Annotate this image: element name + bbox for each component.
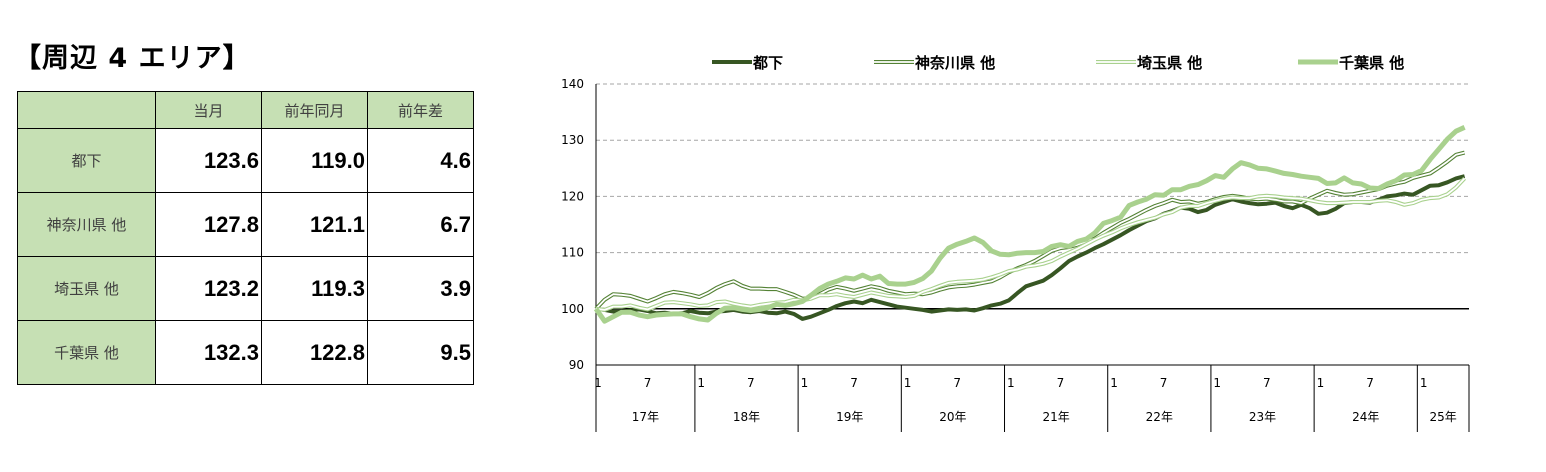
row-label: 都下: [18, 129, 156, 193]
y-tick-label: 100: [561, 302, 584, 316]
x-month-label: 7: [1057, 376, 1065, 390]
y-tick-label: 90: [569, 358, 584, 372]
table-header-row: 当月 前年同月 前年差: [18, 92, 474, 129]
header-blank: [18, 92, 156, 129]
table-row: 神奈川県 他 127.8 121.1 6.7: [18, 193, 474, 257]
x-month-label: 1: [801, 376, 809, 390]
series-line: [596, 176, 1465, 319]
cell-prev-year: 122.8: [262, 321, 368, 385]
x-month-label: 1: [1007, 376, 1015, 390]
x-year-label: 25年: [1430, 410, 1457, 424]
x-month-label: 7: [644, 376, 652, 390]
x-year-label: 20年: [939, 410, 966, 424]
x-month-label: 7: [1160, 376, 1168, 390]
x-year-label: 17年: [632, 410, 659, 424]
x-year-label: 24年: [1352, 410, 1379, 424]
x-month-label: 7: [850, 376, 858, 390]
x-month-label: 1: [1213, 376, 1221, 390]
x-month-label: 7: [747, 376, 755, 390]
x-month-label: 7: [1366, 376, 1374, 390]
cell-diff: 9.5: [368, 321, 474, 385]
y-tick-label: 110: [561, 246, 584, 260]
cell-prev-year: 121.1: [262, 193, 368, 257]
cell-prev-year: 119.0: [262, 129, 368, 193]
x-month-label: 1: [1317, 376, 1325, 390]
x-month-label: 1: [594, 376, 602, 390]
y-tick-label: 120: [561, 189, 584, 203]
header-current: 当月: [156, 92, 262, 129]
legend-label: 神奈川県 他: [915, 54, 995, 72]
summary-table: 当月 前年同月 前年差 都下 123.6 119.0 4.6 神奈川県 他 12…: [17, 91, 474, 385]
x-month-label: 1: [904, 376, 912, 390]
row-label: 千葉県 他: [18, 321, 156, 385]
series-line-inner: [596, 178, 1465, 310]
row-label: 神奈川県 他: [18, 193, 156, 257]
series-line: [596, 127, 1465, 321]
series-line: [596, 178, 1465, 310]
x-month-label: 7: [1263, 376, 1271, 390]
cell-prev-year: 119.3: [262, 257, 368, 321]
x-month-label: 1: [1110, 376, 1118, 390]
x-month-label: 1: [1420, 376, 1428, 390]
x-year-label: 21年: [1042, 410, 1069, 424]
cell-current: 132.3: [156, 321, 262, 385]
x-year-label: 23年: [1249, 410, 1276, 424]
x-year-label: 22年: [1146, 410, 1173, 424]
page-title: 【周辺 4 エリア】: [14, 36, 251, 75]
cell-current: 123.2: [156, 257, 262, 321]
legend-label: 千葉県 他: [1339, 54, 1404, 72]
header-prev-year: 前年同月: [262, 92, 368, 129]
cell-current: 127.8: [156, 193, 262, 257]
row-label: 埼玉県 他: [18, 257, 156, 321]
line-chart: 90 100 110 120 130 140 1 7 17年 1 7 18年 1 7 19年 1 7 20年 1 7 2…: [540, 40, 1500, 465]
header-diff: 前年差: [368, 92, 474, 129]
cell-diff: 4.6: [368, 129, 474, 193]
x-year-label: 19年: [836, 410, 863, 424]
legend-label: 埼玉県 他: [1137, 54, 1202, 72]
cell-diff: 6.7: [368, 193, 474, 257]
table-row: 千葉県 他 132.3 122.8 9.5: [18, 321, 474, 385]
x-year-label: 18年: [733, 410, 760, 424]
y-tick-label: 140: [561, 77, 584, 91]
legend-label: 都下: [752, 54, 783, 72]
cell-diff: 3.9: [368, 257, 474, 321]
x-month-label: 1: [697, 376, 705, 390]
y-tick-label: 130: [561, 133, 584, 147]
table-row: 埼玉県 他 123.2 119.3 3.9: [18, 257, 474, 321]
x-month-label: 7: [953, 376, 961, 390]
table-row: 都下 123.6 119.0 4.6: [18, 129, 474, 193]
cell-current: 123.6: [156, 129, 262, 193]
